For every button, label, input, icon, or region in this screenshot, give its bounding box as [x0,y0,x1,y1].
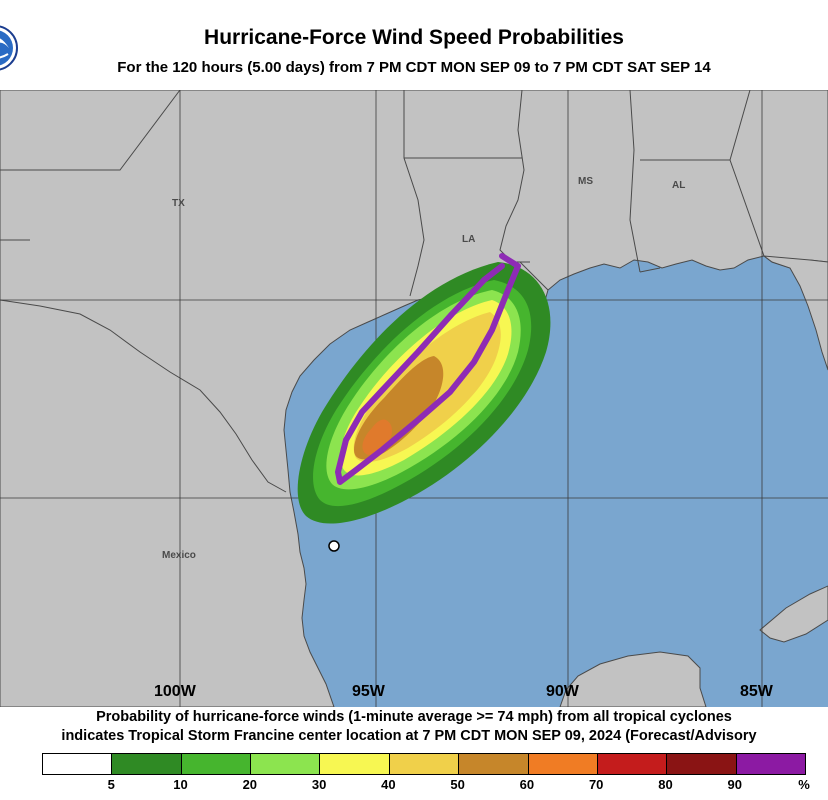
legend-swatch [736,754,805,774]
legend-label: 20 [242,777,258,792]
footer-description: Probability of hurricane-force winds (1-… [96,709,732,725]
page-subtitle: For the 120 hours (5.00 days) from 7 PM … [117,59,711,76]
longitude-label-90w: 90W [546,683,580,700]
legend-label: % [798,777,810,792]
legend-labels: 5 10 20 30 40 50 60 70 80 90% [42,777,810,795]
legend-label: 40 [381,777,396,792]
forecast-track-outline [335,253,521,485]
page-title: Hurricane-Force Wind Speed Probabilities [204,26,624,49]
legend-swatch [597,754,668,774]
legend-swatch [389,754,460,774]
legend-swatch [251,754,321,774]
country-label-mexico: Mexico [162,550,196,561]
legend-swatch [181,754,252,774]
legend-label: 50 [450,777,465,792]
legend-label: 80 [658,777,673,792]
probability-contours [297,262,551,524]
legend-label: 30 [311,777,327,792]
legend-label: 60 [519,777,535,792]
footer-center-note: indicates Tropical Storm Francine center… [61,728,757,744]
legend-label: 10 [173,777,188,792]
state-label-tx: TX [172,198,185,209]
legend-label: 5 [107,777,115,792]
state-label-la: LA [462,234,475,245]
yucatan-land [559,651,707,707]
state-label-al: AL [672,180,685,191]
legend-swatch [43,754,113,774]
noaa-logo-icon [0,25,18,71]
header: Hurricane-Force Wind Speed Probabilities… [0,0,828,90]
legend-swatch [667,754,737,774]
legend-swatch [112,754,182,774]
florida-land [762,255,828,371]
legend-swatch [528,754,598,774]
longitude-label-95w: 95W [352,683,386,700]
legend-label: 70 [588,777,604,792]
cuba-land [759,585,828,643]
state-label-ms: MS [578,176,593,187]
storm-center-marker [328,540,340,552]
probability-legend [42,753,806,775]
legend-swatch [459,754,529,774]
legend-swatch [320,754,390,774]
longitude-label-85w: 85W [740,683,774,700]
longitude-label-100w: 100W [154,683,197,700]
graticule [0,90,828,707]
probability-map: TX LA MS AL Mexico 100W 95W 90W 85W [0,90,828,707]
legend-label: 90 [727,777,742,792]
footer: Probability of hurricane-force winds (1-… [0,707,828,800]
